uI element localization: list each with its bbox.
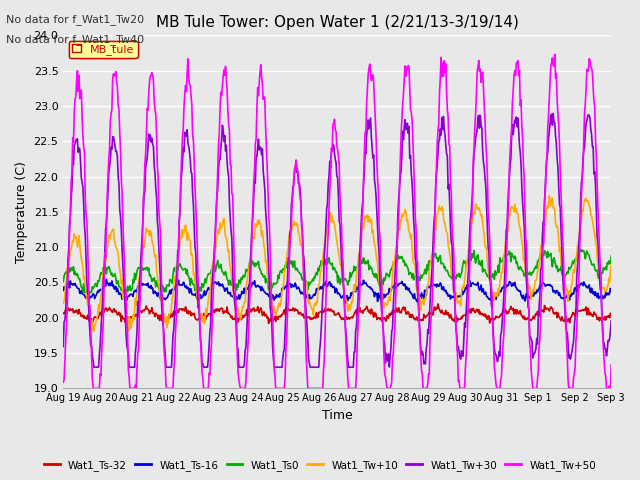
X-axis label: Time: Time — [322, 409, 353, 422]
Y-axis label: Temperature (C): Temperature (C) — [15, 161, 28, 263]
Title: MB Tule Tower: Open Water 1 (2/21/13-3/19/14): MB Tule Tower: Open Water 1 (2/21/13-3/1… — [156, 15, 518, 30]
Legend: MB_tule: MB_tule — [69, 41, 138, 59]
Text: No data for f_Wat1_Tw40: No data for f_Wat1_Tw40 — [6, 34, 145, 45]
Legend: Wat1_Ts-32, Wat1_Ts-16, Wat1_Ts0, Wat1_Tw+10, Wat1_Tw+30, Wat1_Tw+50: Wat1_Ts-32, Wat1_Ts-16, Wat1_Ts0, Wat1_T… — [40, 456, 600, 475]
Text: No data for f_Wat1_Tw20: No data for f_Wat1_Tw20 — [6, 14, 145, 25]
